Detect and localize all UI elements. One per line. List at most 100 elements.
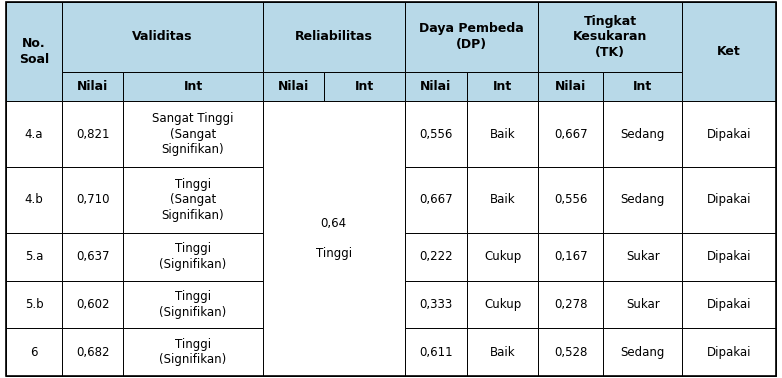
Text: 0,710: 0,710 <box>76 194 109 206</box>
Bar <box>263 101 404 376</box>
Text: Cukup: Cukup <box>484 298 522 311</box>
Bar <box>603 233 683 280</box>
Text: 0,637: 0,637 <box>76 250 109 263</box>
Text: Reliabilitas: Reliabilitas <box>295 30 372 43</box>
Bar <box>683 280 776 328</box>
Text: Int: Int <box>184 80 203 93</box>
Bar <box>62 233 124 280</box>
Text: Sedang: Sedang <box>621 346 665 359</box>
Text: 0,602: 0,602 <box>76 298 109 311</box>
Bar <box>325 71 404 101</box>
Bar <box>603 280 683 328</box>
Text: 5.a: 5.a <box>25 250 43 263</box>
Text: Sedang: Sedang <box>621 128 665 141</box>
Bar <box>62 71 124 101</box>
Bar <box>62 328 124 376</box>
Text: Tinggi
(Sangat
Signifikan): Tinggi (Sangat Signifikan) <box>162 178 224 222</box>
Bar <box>467 233 538 280</box>
Text: Baik: Baik <box>490 194 515 206</box>
Text: Dipakai: Dipakai <box>707 298 752 311</box>
Text: Validitas: Validitas <box>132 30 192 43</box>
Bar <box>404 101 467 167</box>
Bar <box>683 2 776 101</box>
Text: Dipakai: Dipakai <box>707 250 752 263</box>
Bar <box>538 233 603 280</box>
Bar <box>538 280 603 328</box>
Bar <box>683 328 776 376</box>
Text: 0,528: 0,528 <box>554 346 587 359</box>
Bar <box>6 167 62 233</box>
Text: Ket: Ket <box>717 45 741 58</box>
Text: Nilai: Nilai <box>420 80 451 93</box>
Text: Baik: Baik <box>490 128 515 141</box>
Bar <box>538 2 683 71</box>
Bar <box>124 233 263 280</box>
Bar <box>404 167 467 233</box>
Text: Daya Pembeda
(DP): Daya Pembeda (DP) <box>419 22 524 51</box>
Bar <box>404 280 467 328</box>
Bar <box>467 167 538 233</box>
Text: Nilai: Nilai <box>77 80 108 93</box>
Bar <box>62 167 124 233</box>
Text: 5.b: 5.b <box>25 298 43 311</box>
Bar <box>124 280 263 328</box>
Text: 0,333: 0,333 <box>419 298 453 311</box>
Bar <box>538 328 603 376</box>
Text: 0,222: 0,222 <box>419 250 453 263</box>
Text: 0,611: 0,611 <box>419 346 453 359</box>
Bar <box>124 167 263 233</box>
Text: Int: Int <box>493 80 512 93</box>
Bar <box>124 101 263 167</box>
Text: Sukar: Sukar <box>626 298 660 311</box>
Bar <box>467 101 538 167</box>
Text: 0,64: 0,64 <box>321 217 346 230</box>
Bar <box>404 2 538 71</box>
Text: 0,667: 0,667 <box>419 194 453 206</box>
Text: Sedang: Sedang <box>621 194 665 206</box>
Bar <box>6 2 62 101</box>
Bar <box>683 101 776 167</box>
Text: Nilai: Nilai <box>555 80 586 93</box>
Bar <box>62 2 263 71</box>
Text: 0,556: 0,556 <box>554 194 587 206</box>
Bar <box>62 280 124 328</box>
Bar <box>683 233 776 280</box>
Text: 4.a: 4.a <box>25 128 43 141</box>
Bar <box>6 101 62 167</box>
Text: 4.b: 4.b <box>25 194 44 206</box>
Bar <box>263 2 404 71</box>
Text: Sangat Tinggi
(Sangat
Signifikan): Sangat Tinggi (Sangat Signifikan) <box>152 112 234 156</box>
Text: 0,556: 0,556 <box>419 128 453 141</box>
Bar <box>603 328 683 376</box>
Text: Cukup: Cukup <box>484 250 522 263</box>
Bar <box>124 328 263 376</box>
Bar <box>62 101 124 167</box>
Bar <box>538 71 603 101</box>
Bar <box>6 328 62 376</box>
Text: Nilai: Nilai <box>278 80 309 93</box>
Text: Sukar: Sukar <box>626 250 660 263</box>
Bar <box>6 280 62 328</box>
Bar <box>404 233 467 280</box>
Text: 0,278: 0,278 <box>554 298 587 311</box>
Text: Int: Int <box>633 80 652 93</box>
Bar <box>603 101 683 167</box>
Text: 0,167: 0,167 <box>554 250 587 263</box>
Text: Tinggi
(Signifikan): Tinggi (Signifikan) <box>160 290 227 319</box>
Bar <box>263 71 325 101</box>
Text: Int: Int <box>355 80 374 93</box>
Text: Tinggi
(Signifikan): Tinggi (Signifikan) <box>160 338 227 367</box>
Text: Dipakai: Dipakai <box>707 346 752 359</box>
Text: 0,682: 0,682 <box>76 346 109 359</box>
Text: Tinggi
(Signifikan): Tinggi (Signifikan) <box>160 242 227 271</box>
Text: Baik: Baik <box>490 346 515 359</box>
Text: Tingkat
Kesukaran
(TK): Tingkat Kesukaran (TK) <box>573 15 647 59</box>
Bar <box>467 71 538 101</box>
Bar <box>603 167 683 233</box>
Bar <box>603 71 683 101</box>
Bar <box>467 280 538 328</box>
Text: 0,821: 0,821 <box>76 128 109 141</box>
Text: Tinggi: Tinggi <box>316 247 352 260</box>
Text: 6: 6 <box>30 346 38 359</box>
Bar <box>538 167 603 233</box>
